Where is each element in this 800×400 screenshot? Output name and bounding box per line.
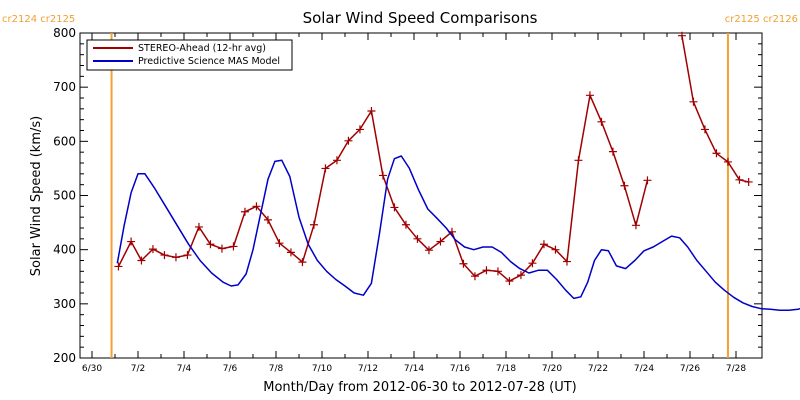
data-point (298, 258, 307, 267)
x-tick-label: 7/16 (450, 364, 470, 374)
data-point (240, 207, 249, 216)
data-point (275, 239, 284, 248)
data-point (171, 253, 180, 262)
y-tick-label: 500 (53, 189, 76, 203)
data-point (378, 171, 387, 180)
data-point (597, 117, 606, 126)
x-tick-label: 7/6 (223, 364, 238, 374)
x-tick-label: 7/4 (177, 364, 192, 374)
data-point (712, 149, 721, 158)
data-point (551, 245, 560, 254)
data-point (263, 215, 272, 224)
data-point (735, 175, 744, 184)
data-point (482, 266, 491, 275)
data-point (217, 244, 226, 253)
data-point (148, 245, 157, 254)
data-point (744, 177, 753, 186)
x-axis: 6/30 7/2 7/4 7/6 7/8 7/10 7/12 7/14 7/16 7/18 7/20… (82, 33, 746, 374)
series-line (116, 155, 800, 312)
y-tick-label: 800 (53, 26, 76, 40)
data-point (689, 97, 698, 106)
x-tick-label: 7/18 (496, 364, 516, 374)
x-tick-label: 7/20 (542, 364, 562, 374)
data-point (539, 240, 548, 249)
data-point (436, 237, 445, 246)
x-tick-label: 6/30 (82, 364, 102, 374)
data-point (424, 246, 433, 255)
x-tick-label: 7/10 (312, 364, 332, 374)
y-tick-label: 300 (53, 297, 76, 311)
data-point (528, 259, 537, 268)
carrington-label: cr2125 cr2126 (725, 14, 798, 25)
x-tick-label: 7/28 (726, 364, 746, 374)
data-point (459, 259, 468, 268)
y-tick-label: 600 (53, 134, 76, 148)
x-tick-label: 7/24 (634, 364, 654, 374)
legend: STEREO-Ahead (12-hr avg) Predictive Scie… (86, 39, 293, 71)
x-tick-label: 7/22 (588, 364, 608, 374)
legend-label-stereo: STEREO-Ahead (12-hr avg) (138, 43, 266, 54)
data-point (114, 262, 123, 271)
y-axis: 200 300 400 500 600 700 800 (53, 26, 762, 365)
data-point (194, 222, 203, 231)
data-point (355, 125, 364, 134)
data-point (367, 107, 376, 115)
data-point (516, 271, 525, 280)
data-point (643, 176, 652, 185)
chart-title: Solar Wind Speed Comparisons (303, 9, 538, 27)
x-tick-label: 7/26 (680, 364, 700, 374)
data-point (137, 256, 146, 265)
y-axis-label: Solar Wind Speed (km/s) (29, 116, 44, 276)
x-tick-label: 7/8 (269, 364, 284, 374)
data-point (321, 164, 330, 173)
data-point (620, 181, 629, 190)
data-point (332, 156, 341, 165)
data-point (183, 251, 192, 260)
data-point (470, 272, 479, 281)
data-point (344, 136, 353, 145)
data-point (562, 257, 571, 266)
data-point (585, 91, 594, 100)
y-tick-label: 400 (53, 243, 76, 257)
legend-label-mas: Predictive Science MAS Model (138, 56, 280, 67)
series-layer (114, 31, 800, 312)
x-tick-label: 7/2 (131, 364, 145, 374)
legend-box (86, 39, 293, 71)
y-tick-label: 700 (53, 80, 76, 94)
data-point (677, 31, 686, 40)
data-point (390, 203, 399, 212)
data-point (505, 277, 514, 286)
x-axis-label: Month/Day from 2012-06-30 to 2012-07-28 … (263, 380, 576, 395)
x-tick-label: 7/12 (358, 364, 378, 374)
data-point (127, 237, 136, 246)
data-point (401, 220, 410, 229)
data-point (286, 248, 295, 257)
data-point (229, 242, 238, 251)
data-point (574, 156, 583, 165)
series-0 (114, 31, 753, 286)
carrington-markers: cr2124 cr2125 cr2125 cr2126 (2, 14, 798, 358)
data-point (413, 234, 422, 243)
data-point (608, 147, 617, 156)
data-point (723, 157, 732, 166)
data-point (206, 240, 215, 249)
data-point (700, 125, 709, 134)
x-tick-label: 7/14 (404, 364, 424, 374)
y-tick-label: 200 (53, 351, 76, 365)
data-point (493, 267, 502, 276)
data-point (309, 220, 318, 229)
data-point (631, 221, 640, 230)
data-point (160, 251, 169, 260)
data-point (252, 202, 261, 211)
carrington-label: cr2124 cr2125 (2, 14, 75, 25)
series-1 (116, 155, 800, 312)
